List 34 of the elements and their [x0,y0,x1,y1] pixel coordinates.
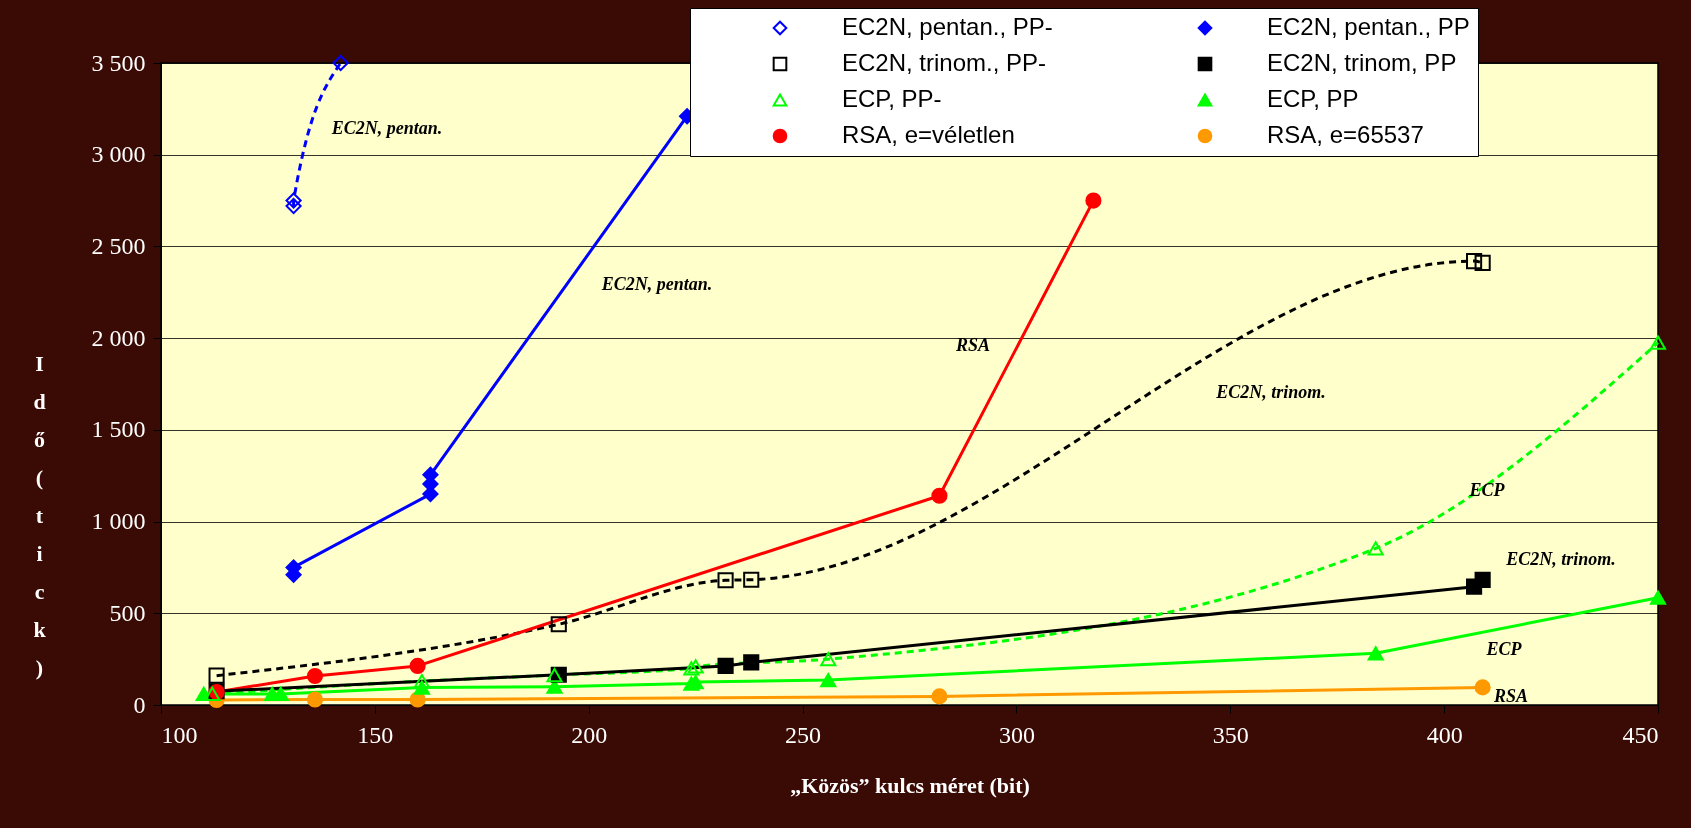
y-tick-label: 3 500 [91,49,146,76]
text: Idő (tick) [33,350,46,680]
x-tick-label: 350 [1212,721,1249,748]
x-tick-label: 100 [161,721,198,748]
annotation: EC2N, trinom. [1215,382,1326,402]
y-tick-label: 2 500 [91,232,146,259]
annotation: ECP [1468,480,1506,500]
annotation: EC2N, trinom. [1505,549,1616,569]
x-tick-label: 250 [785,721,822,748]
legend-label: RSA, e=véletlen [842,121,1015,148]
y-tick-label: 1 000 [91,508,146,535]
x-tick-label: 150 [357,721,394,748]
legend-label: ECP, PP- [842,85,942,112]
x-axis-title: „Közös” kulcs méret (bit) [790,772,1030,798]
annotation: ECP [1485,639,1523,659]
annotation: RSA [954,335,991,355]
y-tick-label: 500 [109,599,146,626]
legend-label: EC2N, trinom., PP- [842,49,1047,76]
y-tick-label: 3 000 [91,141,146,168]
legend-label: EC2N, pentan., PP- [842,13,1053,40]
legend-label: RSA, e=65537 [1267,121,1424,148]
y-tick-label: 1 500 [91,416,146,443]
legend-label: EC2N, pentan., PP [1267,13,1470,40]
legend-label: EC2N, trinom, PP [1267,49,1457,76]
x-tick-label: 300 [998,721,1035,748]
legend-label: ECP, PP [1267,85,1359,112]
y-tick-label: 2 000 [91,324,146,351]
y-tick-label: 0 [133,691,146,718]
annotation: EC2N, pentan. [330,118,443,138]
x-tick-label: 400 [1426,721,1463,748]
x-tick-label: 450 [1622,721,1659,748]
x-tick-label: 200 [571,721,608,748]
annotation: RSA [1492,686,1529,706]
annotation: EC2N, pentan. [600,274,713,294]
